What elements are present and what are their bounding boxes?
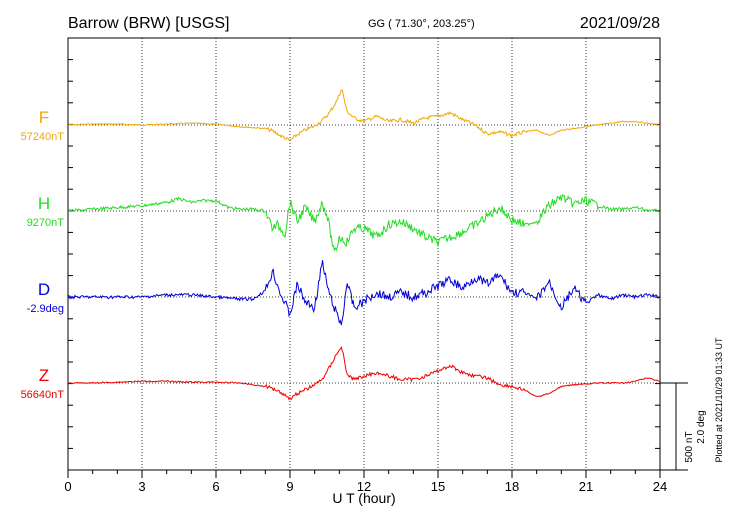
- series-line-h: [67, 193, 661, 252]
- station-title: Barrow (BRW) [USGS]: [68, 15, 230, 32]
- vertical-grid: [141, 38, 587, 470]
- date-label: 2021/09/28: [580, 15, 660, 32]
- x-axis-title: U T (hour): [332, 490, 395, 506]
- scale-bar: 500 nT 2.0 deg: [660, 382, 707, 471]
- series-name-z: Z: [39, 366, 49, 385]
- plotted-at-note: Plotted at 2021/10/29 01:33 UT: [714, 337, 724, 463]
- series-baseline-h: 9270nT: [27, 217, 65, 229]
- series-name-h: H: [38, 194, 50, 213]
- x-tick-labels: 0 3 6 9 12 15 18 21 24: [64, 479, 667, 494]
- series-labels: F 57240nT H 9270nT D -2.9deg Z 56640nT: [21, 108, 65, 401]
- x-tick-label: 21: [579, 479, 593, 494]
- scale-deg-label: 2.0 deg: [696, 410, 707, 443]
- x-tick-label: 0: [64, 479, 71, 494]
- series-baseline-z: 56640nT: [21, 389, 65, 401]
- x-tick-label: 6: [212, 479, 219, 494]
- series-baseline-f: 57240nT: [21, 131, 65, 143]
- series-baseline-d: -2.9deg: [27, 303, 64, 315]
- coordinates-label: GG ( 71.30°, 203.25°): [368, 18, 475, 30]
- series-line-z: [67, 345, 661, 401]
- scale-nt-label: 500 nT: [684, 431, 695, 462]
- x-tick-label: 12: [357, 479, 371, 494]
- axis-ticks: [67, 59, 661, 478]
- series-line-f: [68, 89, 661, 141]
- x-tick-label: 15: [431, 479, 445, 494]
- x-tick-label: 9: [286, 479, 293, 494]
- x-tick-label: 18: [505, 479, 519, 494]
- series-line-d: [67, 260, 661, 326]
- x-tick-label: 3: [138, 479, 145, 494]
- x-tick-label: 24: [653, 479, 667, 494]
- series-name-d: D: [38, 280, 50, 299]
- series-lines: [67, 89, 661, 401]
- series-name-f: F: [39, 108, 49, 127]
